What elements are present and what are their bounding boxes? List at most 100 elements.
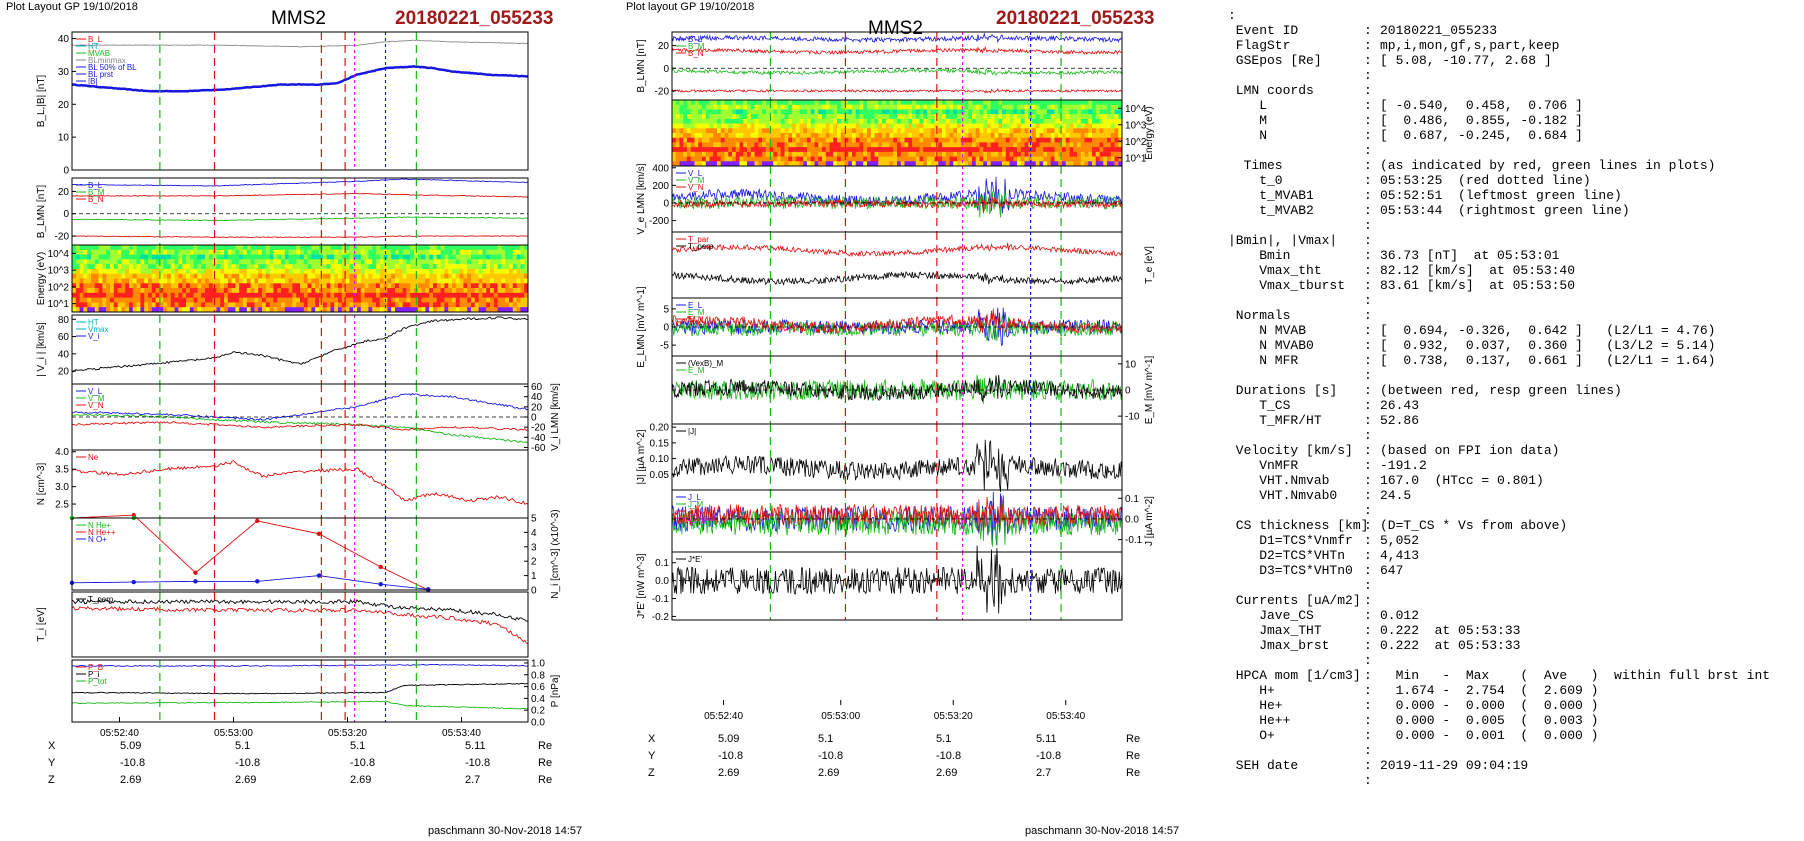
heat-cell [436, 273, 442, 279]
heat-cell [735, 156, 740, 162]
heat-cell [893, 147, 898, 153]
heat-cell [844, 118, 849, 125]
heat-cell [136, 249, 141, 256]
heat-cell [91, 283, 96, 289]
heat-cell [197, 254, 202, 260]
heat-cell [855, 151, 860, 158]
heat-cell [1050, 142, 1055, 148]
heat-cell [402, 264, 407, 270]
info-colon: : [1364, 518, 1372, 533]
coord-value: -10.8 [818, 750, 844, 762]
heat-cell [960, 114, 965, 120]
heat-cell [732, 104, 737, 110]
heat-cell [833, 137, 838, 143]
heat-cell [972, 128, 977, 134]
heat-cell [1110, 133, 1115, 139]
heat-cell [915, 156, 920, 162]
info-key: N MFR [1228, 353, 1299, 368]
heat-cell [867, 156, 872, 162]
heat-cell [818, 147, 823, 153]
heat-cell [968, 104, 973, 110]
heat-cell [945, 156, 950, 162]
heat-cell [743, 109, 748, 115]
heat-cell [322, 297, 328, 303]
heat-cell [129, 288, 134, 294]
heat-cell [1114, 142, 1119, 148]
heat-cell [874, 109, 879, 115]
heat-cell [822, 118, 827, 125]
right-layout-label: Plot layout GP 19/10/2018 [626, 1, 755, 13]
heat-cell [840, 147, 845, 153]
heat-cell [429, 283, 434, 289]
heat-cell [953, 156, 958, 162]
heat-cell [762, 161, 767, 167]
heat-cell [927, 133, 932, 139]
heat-cell [1020, 118, 1025, 125]
tick-label: 10^4 [48, 249, 70, 260]
heat-cell [501, 307, 506, 313]
heat-cell [788, 133, 793, 139]
series-line [71, 216, 528, 222]
heat-cell [822, 133, 827, 139]
heat-cell [882, 147, 887, 153]
heat-cell [497, 273, 502, 279]
heat-cell [938, 128, 943, 134]
heat-cell [87, 307, 92, 313]
tick-label: 40 [58, 34, 70, 45]
heat-cell [915, 142, 920, 148]
heat-cell [953, 142, 958, 148]
axis-label: J*E' [nW m^-3] [636, 553, 647, 619]
heat-cell [1073, 133, 1078, 139]
heat-cell [1114, 118, 1119, 125]
heat-cell [942, 151, 947, 158]
info-colon: : [1364, 353, 1372, 368]
heat-cell [493, 273, 499, 279]
heat-cell [459, 268, 464, 275]
heat-cell [467, 245, 472, 251]
time-tick-label: 05:53:20 [328, 728, 367, 739]
heat-cell [780, 100, 785, 106]
heat-cell [957, 156, 962, 162]
heat-cell [855, 142, 860, 148]
heat-cell [998, 104, 1003, 110]
heat-cell [338, 292, 343, 299]
heat-cell [837, 142, 842, 148]
heat-cell [694, 151, 699, 158]
heat-cell [471, 302, 476, 308]
heat-cell [311, 288, 316, 294]
heat-cell [273, 273, 278, 279]
heat-cell [1107, 147, 1112, 153]
heat-cell [440, 297, 445, 303]
heat-cell [1107, 133, 1112, 139]
heat-cell [250, 268, 255, 275]
heat-cell [1005, 147, 1010, 153]
heat-cell [364, 249, 369, 256]
heat-cell [780, 109, 785, 115]
heat-cell [1043, 137, 1048, 143]
heat-cell [829, 156, 834, 162]
heat-cell [452, 283, 457, 289]
heat-cell [874, 142, 879, 148]
heat-cell [852, 156, 857, 162]
heat-cell [395, 288, 400, 294]
heat-cell [357, 273, 362, 279]
heat-cell [353, 278, 358, 284]
heat-cell [106, 288, 111, 294]
heat-cell [889, 100, 894, 106]
heat-cell [110, 249, 115, 256]
heat-cell [455, 273, 461, 279]
heat-cell [239, 283, 244, 289]
info-colon: : [1364, 218, 1372, 233]
heat-cell [1024, 156, 1029, 162]
heat-cell [1088, 151, 1093, 158]
heat-cell [672, 142, 677, 148]
right-footer: paschmann 30-Nov-2018 14:57 [1025, 825, 1180, 837]
heat-cell [990, 104, 995, 110]
heat-cell [113, 259, 119, 265]
heat-cell [1110, 142, 1115, 148]
heat-cell [1092, 161, 1097, 167]
heat-cell [1043, 142, 1048, 148]
heat-cell [1020, 104, 1025, 110]
heat-cell [322, 254, 328, 260]
heat-cell [972, 161, 977, 167]
